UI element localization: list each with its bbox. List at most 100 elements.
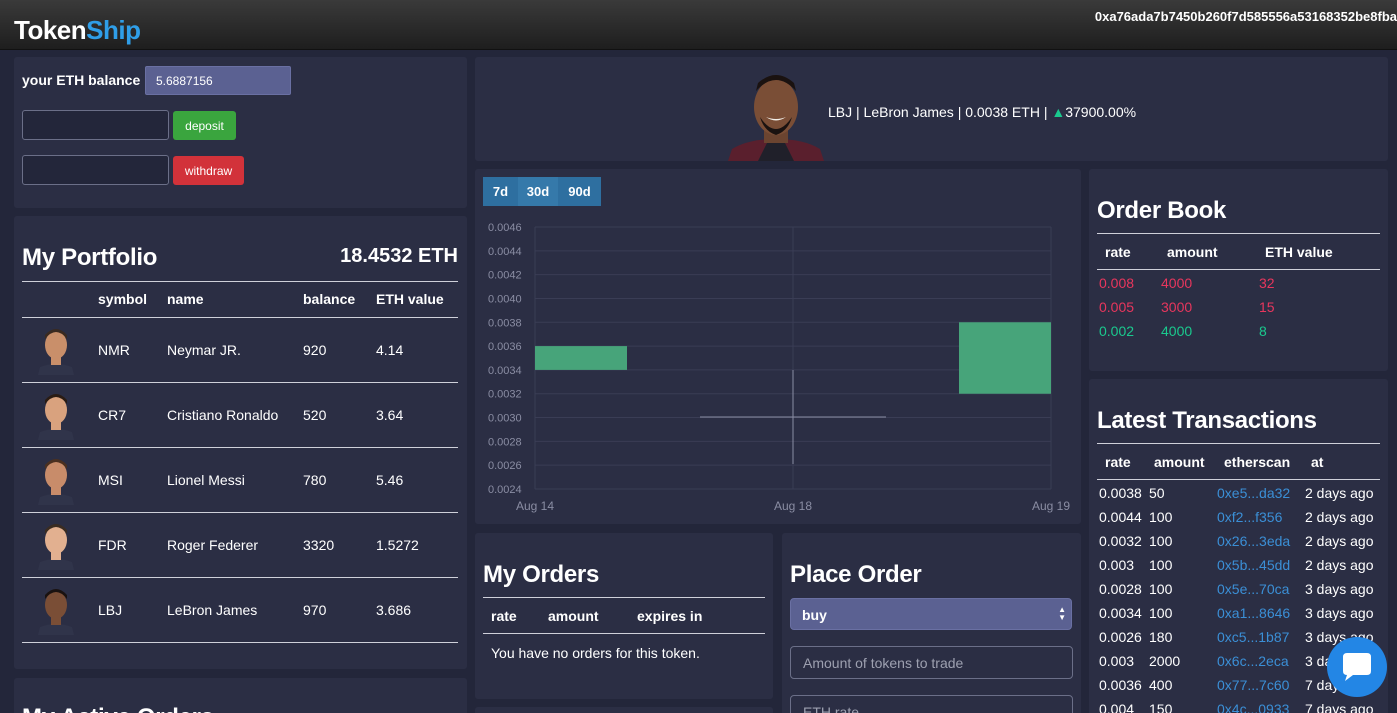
etherscan-link[interactable]: 0x5b...45dd: [1217, 557, 1291, 573]
tx-rate: 0.0026: [1099, 629, 1142, 645]
candle[interactable]: [535, 346, 627, 370]
player-avatar: [38, 585, 74, 635]
col-eth-value: ETH value: [1265, 244, 1333, 260]
portfolio-row[interactable]: CR7 Cristiano Ronaldo 520 3.64: [22, 383, 458, 448]
col-balance: balance: [303, 291, 356, 307]
tx-amount: 100: [1149, 605, 1173, 621]
select-arrows-icon: ▲ ▼: [1058, 605, 1066, 622]
y-tick-label: 0.0046: [488, 222, 522, 234]
etherscan-link[interactable]: 0xc5...1b87: [1217, 629, 1290, 645]
etherscan-link[interactable]: 0x77...7c60: [1217, 677, 1290, 693]
col-at: at: [1311, 454, 1324, 470]
etherscan-link[interactable]: 0x6c...2eca: [1217, 653, 1289, 669]
etherscan-link[interactable]: 0x4c...0933: [1217, 701, 1290, 713]
tx-at: 2 days ago: [1305, 533, 1374, 549]
tx-amount: 180: [1149, 629, 1173, 645]
row-balance: 3320: [303, 537, 335, 553]
order-book-row[interactable]: 0.002 4000 8: [1089, 323, 1388, 343]
tx-rate: 0.0044: [1099, 509, 1142, 525]
divider: [1097, 443, 1380, 444]
y-tick-label: 0.0024: [488, 484, 522, 496]
transaction-row: 0.0026 180 0xc5...1b87 3 days ago: [1099, 629, 1379, 649]
row-name: LeBron James: [167, 602, 258, 618]
row-eth-value: 3.64: [376, 407, 404, 423]
tab-90d[interactable]: 90d: [558, 177, 601, 206]
ob-eth: 8: [1259, 323, 1267, 339]
divider: [483, 597, 765, 598]
chart-panel: 7d 30d 90d 0.0046 0.0044 0.0042 0.0040 0.003…: [475, 169, 1081, 524]
tx-rate: 0.0028: [1099, 581, 1142, 597]
my-orders-title: My Orders: [483, 561, 600, 588]
transaction-row: 0.0044 100 0xf2...f356 2 days ago: [1099, 509, 1379, 529]
transaction-row: 0.0034 100 0xa1...8646 3 days ago: [1099, 605, 1379, 625]
etherscan-link[interactable]: 0x26...3eda: [1217, 533, 1291, 549]
portfolio-row[interactable]: NMR Neymar JR. 920 4.14: [22, 318, 458, 383]
ob-rate: 0.002: [1099, 323, 1135, 339]
row-symbol: MSI: [98, 472, 123, 488]
order-book-title: Order Book: [1097, 197, 1227, 224]
y-tick-label: 0.0030: [488, 413, 522, 425]
ob-rate: 0.008: [1099, 275, 1135, 291]
withdraw-amount-input[interactable]: [22, 155, 169, 185]
row-symbol: FDR: [98, 537, 127, 553]
y-tick-label: 0.0038: [488, 317, 522, 329]
tab-7d[interactable]: 7d: [483, 177, 518, 206]
empty-orders-message: You have no orders for this token.: [491, 645, 700, 661]
token-amount-input[interactable]: Amount of tokens to trade: [790, 646, 1073, 679]
portfolio-row[interactable]: LBJ LeBron James 970 3.686: [22, 578, 458, 643]
portfolio-row[interactable]: MSI Lionel Messi 780 5.46: [22, 448, 458, 513]
col-rate: rate: [1105, 454, 1131, 470]
y-tick-label: 0.0034: [488, 365, 522, 377]
player-avatar: [38, 520, 74, 570]
place-order-title: Place Order: [790, 561, 922, 588]
tx-amount: 100: [1149, 533, 1173, 549]
divider: [483, 633, 765, 634]
tab-30d[interactable]: 30d: [518, 177, 558, 206]
etherscan-link[interactable]: 0xa1...8646: [1217, 605, 1291, 621]
row-eth-value: 5.46: [376, 472, 404, 488]
place-order-panel: Place Order buy ▲ ▼ Amount of tokens to t…: [782, 533, 1081, 713]
row-symbol: CR7: [98, 407, 127, 423]
y-tick-label: 0.0044: [488, 246, 522, 258]
x-tick-label: Aug 14: [516, 499, 554, 513]
y-tick-label: 0.0036: [488, 341, 522, 353]
tx-amount: 100: [1149, 581, 1173, 597]
tx-at: 3 days ago: [1305, 605, 1374, 621]
order-book-row[interactable]: 0.005 3000 15: [1089, 299, 1388, 319]
balance-value: 5.6887156: [145, 66, 291, 95]
tx-rate: 0.0038: [1099, 485, 1142, 501]
order-book-row[interactable]: 0.008 4000 32: [1089, 275, 1388, 295]
y-tick-label: 0.0040: [488, 293, 522, 305]
col-etherscan: etherscan: [1224, 454, 1291, 470]
price-chart[interactable]: 0.0046 0.0044 0.0042 0.0040 0.0038 0.0036 0.00…: [475, 169, 1081, 524]
withdraw-button[interactable]: withdraw: [173, 156, 244, 185]
ob-eth: 32: [1259, 275, 1275, 291]
tx-at: 3 days ago: [1305, 581, 1374, 597]
divider: [1097, 233, 1380, 234]
divider: [1097, 269, 1380, 270]
tx-rate: 0.0034: [1099, 605, 1142, 621]
order-side-select[interactable]: buy ▲ ▼: [790, 598, 1072, 630]
y-tick-label: 0.0026: [488, 460, 522, 472]
y-tick-label: 0.0032: [488, 389, 522, 401]
portfolio-row[interactable]: FDR Roger Federer 3320 1.5272: [22, 513, 458, 578]
etherscan-link[interactable]: 0xf2...f356: [1217, 509, 1283, 525]
candle[interactable]: [959, 322, 1051, 394]
deposit-button[interactable]: deposit: [173, 111, 236, 140]
row-balance: 780: [303, 472, 327, 488]
tx-amount: 50: [1149, 485, 1165, 501]
my-orders-panel: My Orders rate amount expires in You hav…: [475, 533, 773, 699]
chat-icon: [1343, 653, 1371, 681]
eth-rate-input[interactable]: ETH rate: [790, 695, 1073, 713]
tx-at: 7 days ago: [1305, 701, 1374, 713]
player-avatar: [38, 325, 74, 375]
etherscan-link[interactable]: 0x5e...70ca: [1217, 581, 1290, 597]
logo[interactable]: TokenShip: [14, 15, 141, 45]
x-tick-label: Aug 19: [1032, 499, 1070, 513]
balance-label: your ETH balance: [22, 72, 141, 88]
chat-widget-button[interactable]: [1327, 637, 1387, 697]
col-symbol: symbol: [98, 291, 148, 307]
portfolio-header-row: symbol name balance ETH value: [14, 291, 467, 311]
deposit-amount-input[interactable]: [22, 110, 169, 140]
etherscan-link[interactable]: 0xe5...da32: [1217, 485, 1291, 501]
